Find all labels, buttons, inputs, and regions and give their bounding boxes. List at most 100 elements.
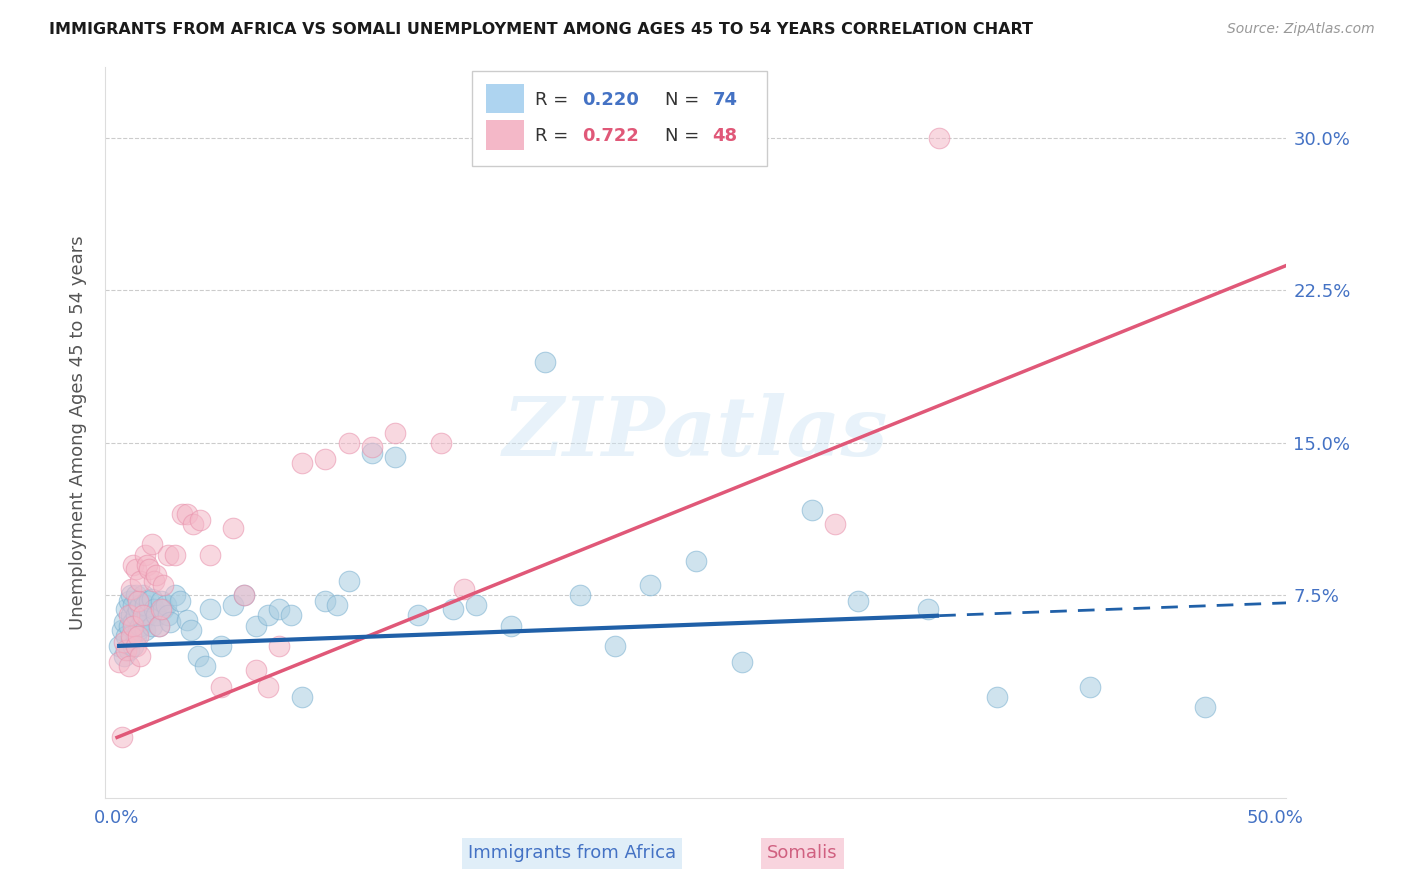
Point: [131, 588, 153, 602]
Point: [134, 599, 156, 613]
Text: 74: 74: [713, 91, 738, 109]
Point: [198, 602, 221, 616]
Point: [256, 680, 278, 694]
Point: [108, 639, 131, 653]
Point: [129, 618, 152, 632]
Point: [111, 731, 134, 745]
Point: [360, 440, 382, 454]
Point: [122, 599, 145, 613]
Text: N =: N =: [665, 128, 706, 145]
Point: [384, 425, 406, 440]
Point: [256, 608, 278, 623]
Point: [117, 618, 139, 632]
Point: [222, 599, 245, 613]
Point: [928, 131, 950, 145]
Point: [453, 582, 475, 596]
FancyBboxPatch shape: [485, 120, 523, 150]
Point: [337, 435, 360, 450]
Point: [209, 639, 232, 653]
Point: [156, 608, 179, 623]
Point: [152, 578, 174, 592]
Text: Somalis: Somalis: [766, 844, 838, 863]
Point: [112, 649, 135, 664]
Point: [124, 562, 146, 576]
Point: [117, 594, 139, 608]
Point: [124, 629, 146, 643]
Point: [145, 567, 167, 582]
Point: [291, 456, 314, 470]
Point: [430, 435, 453, 450]
Text: IMMIGRANTS FROM AFRICA VS SOMALI UNEMPLOYMENT AMONG AGES 45 TO 54 YEARS CORRELAT: IMMIGRANTS FROM AFRICA VS SOMALI UNEMPLO…: [49, 22, 1033, 37]
Point: [1194, 699, 1216, 714]
Point: [141, 618, 163, 632]
Point: [314, 452, 336, 467]
Point: [159, 615, 181, 629]
Point: [141, 537, 163, 551]
Point: [917, 602, 939, 616]
Point: [134, 623, 156, 637]
Text: R =: R =: [536, 91, 574, 109]
Point: [122, 558, 145, 572]
Point: [685, 553, 707, 568]
Point: [176, 507, 198, 521]
Point: [136, 558, 159, 572]
Point: [129, 649, 152, 664]
Text: R =: R =: [536, 128, 574, 145]
Text: Immigrants from Africa: Immigrants from Africa: [468, 844, 676, 863]
Point: [441, 602, 464, 616]
Point: [117, 643, 139, 657]
Point: [148, 618, 170, 632]
Point: [209, 680, 232, 694]
Point: [198, 548, 221, 562]
Y-axis label: Unemployment Among Ages 45 to 54 years: Unemployment Among Ages 45 to 54 years: [69, 235, 87, 630]
Point: [269, 639, 291, 653]
Point: [280, 608, 302, 623]
Point: [534, 354, 557, 368]
Point: [143, 574, 166, 588]
Point: [127, 629, 149, 643]
Point: [129, 574, 152, 588]
Point: [138, 562, 160, 576]
Point: [222, 521, 245, 535]
FancyBboxPatch shape: [485, 84, 523, 113]
Point: [569, 588, 592, 602]
Point: [120, 608, 142, 623]
Point: [115, 629, 138, 643]
Point: [465, 599, 488, 613]
Point: [194, 659, 217, 673]
Point: [124, 639, 146, 653]
Point: [846, 594, 869, 608]
Point: [124, 588, 146, 602]
Point: [138, 594, 160, 608]
Point: [731, 655, 754, 669]
Point: [122, 615, 145, 629]
Point: [163, 588, 186, 602]
Point: [326, 599, 349, 613]
Point: [603, 639, 626, 653]
Point: [122, 618, 145, 632]
Point: [245, 618, 267, 632]
Point: [314, 594, 336, 608]
Point: [176, 613, 198, 627]
Point: [120, 629, 142, 643]
FancyBboxPatch shape: [471, 70, 766, 166]
Point: [115, 602, 138, 616]
Point: [190, 513, 212, 527]
Point: [127, 594, 149, 608]
Point: [384, 450, 406, 464]
Point: [124, 608, 146, 623]
Text: 0.220: 0.220: [582, 91, 640, 109]
Point: [108, 655, 131, 669]
Point: [148, 618, 170, 632]
Point: [143, 602, 166, 616]
Point: [112, 635, 135, 649]
Point: [131, 613, 153, 627]
Point: [360, 446, 382, 460]
Point: [986, 690, 1008, 704]
Point: [1078, 680, 1101, 694]
Point: [111, 623, 134, 637]
Point: [291, 690, 314, 704]
Point: [115, 643, 138, 657]
Point: [163, 548, 186, 562]
Point: [156, 548, 179, 562]
